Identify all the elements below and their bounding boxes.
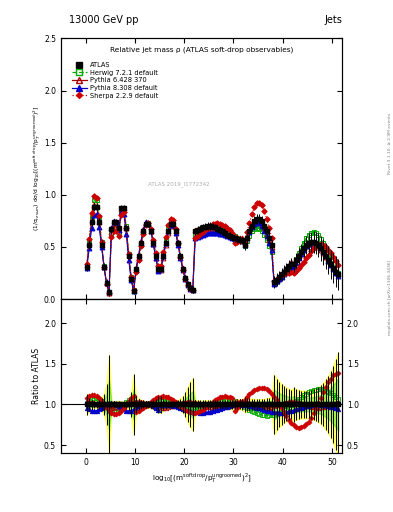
Text: ATLAS 2019_I1772342: ATLAS 2019_I1772342: [148, 182, 210, 187]
Text: Jets: Jets: [324, 14, 342, 25]
Text: Relative jet mass ρ (ATLAS soft-drop observables): Relative jet mass ρ (ATLAS soft-drop obs…: [110, 46, 293, 53]
Y-axis label: Ratio to ATLAS: Ratio to ATLAS: [32, 348, 41, 404]
Text: mcplots.cern.ch [arXiv:1306.3436]: mcplots.cern.ch [arXiv:1306.3436]: [388, 260, 392, 334]
Text: 13000 GeV pp: 13000 GeV pp: [69, 14, 138, 25]
Y-axis label: (1/σ$_{resum}$) dσ/d log$_{10}$[(m$^{\rm soft\,drop}$/p$_T^{\rm ungroomed}$)$^2$: (1/σ$_{resum}$) dσ/d log$_{10}$[(m$^{\rm…: [31, 106, 42, 231]
X-axis label: log$_{10}$[(m$^{\rm soft\,drop}$/p$_T^{\rm ungroomed}$)$^2$]: log$_{10}$[(m$^{\rm soft\,drop}$/p$_T^{\…: [152, 471, 251, 485]
Text: Rivet 3.1.10, ≥ 2.9M events: Rivet 3.1.10, ≥ 2.9M events: [388, 113, 392, 174]
Legend: ATLAS, Herwig 7.2.1 default, Pythia 6.428 370, Pythia 8.308 default, Sherpa 2.2.: ATLAS, Herwig 7.2.1 default, Pythia 6.42…: [70, 60, 160, 101]
